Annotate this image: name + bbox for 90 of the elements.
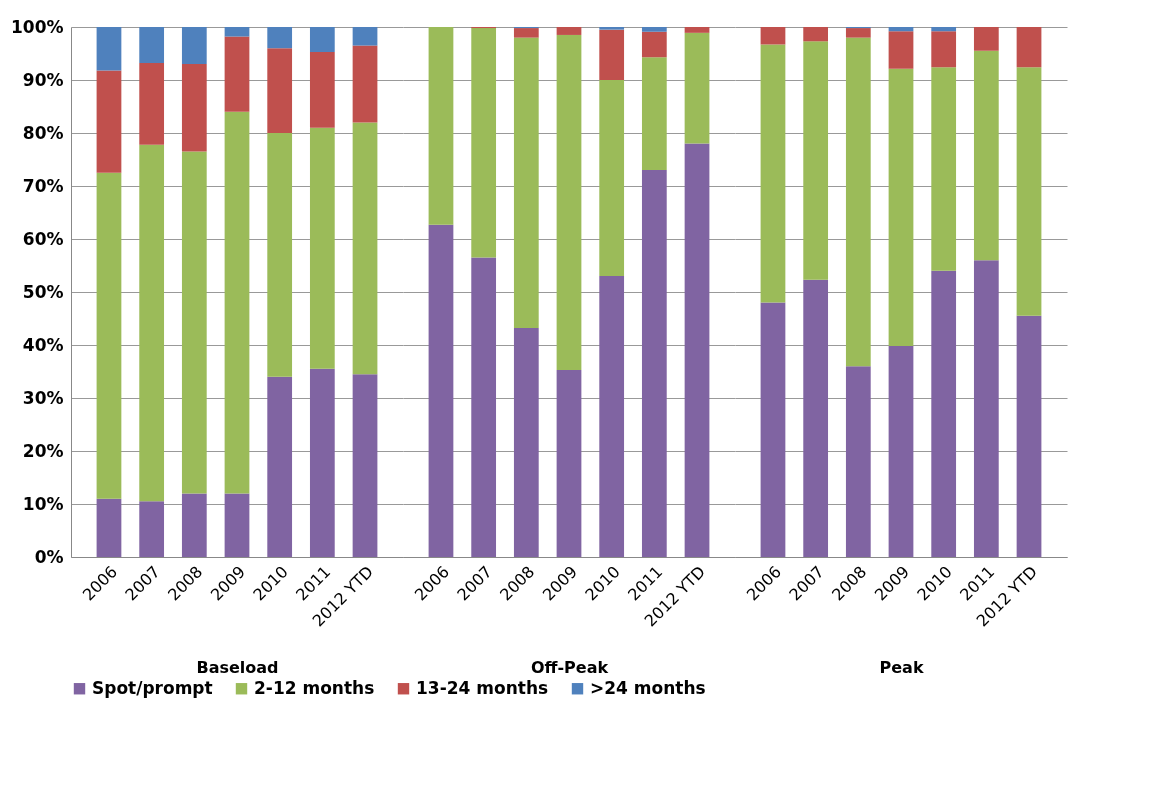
bar — [309, 51, 335, 128]
bar — [513, 37, 539, 329]
bar — [599, 29, 625, 80]
bar — [803, 27, 829, 42]
bar — [96, 172, 122, 499]
bar — [96, 498, 122, 557]
y-tick-label: 30% — [22, 387, 64, 408]
y-tick-label: 10% — [22, 493, 64, 514]
bar — [803, 279, 829, 557]
bar — [224, 36, 250, 112]
bar — [309, 368, 335, 557]
bar — [352, 374, 378, 557]
bar — [471, 28, 497, 258]
bar — [428, 224, 454, 557]
bar — [139, 501, 165, 557]
y-tick-label: 90% — [22, 69, 64, 90]
bar — [352, 45, 378, 123]
bar — [513, 328, 539, 557]
bar — [760, 302, 786, 557]
bar — [931, 270, 957, 557]
bar — [845, 28, 871, 38]
y-tick-label: 80% — [22, 122, 64, 143]
legend-label: Spot/prompt — [92, 677, 213, 698]
bar — [845, 366, 871, 557]
x-axis-title: Baseload — [196, 657, 279, 677]
bar — [684, 27, 710, 33]
y-tick-label: 50% — [22, 281, 64, 302]
y-tick-label: 100% — [10, 16, 64, 37]
bar — [309, 27, 335, 52]
bar — [1016, 67, 1042, 316]
bar — [224, 27, 250, 37]
bar — [599, 276, 625, 557]
y-tick-label: 40% — [22, 334, 64, 355]
bar — [352, 122, 378, 375]
bar — [888, 346, 914, 557]
bar — [181, 64, 207, 152]
bar — [513, 28, 539, 38]
bar — [181, 27, 207, 65]
bar — [181, 151, 207, 494]
bar — [224, 493, 250, 557]
bar — [139, 144, 165, 502]
bar — [309, 127, 335, 369]
bar — [973, 260, 999, 557]
bar — [684, 32, 710, 144]
bar — [845, 37, 871, 367]
bar — [556, 369, 582, 557]
legend-label: >24 months — [590, 677, 706, 698]
bar — [973, 27, 999, 51]
bar — [471, 257, 497, 557]
y-tick-label: 60% — [22, 228, 64, 249]
bar — [760, 27, 786, 45]
bar — [428, 27, 454, 225]
bar — [888, 68, 914, 347]
bar — [352, 27, 378, 46]
bar — [1016, 315, 1042, 557]
bar — [641, 170, 667, 557]
bar — [931, 67, 957, 271]
bar — [803, 41, 829, 280]
bar — [96, 70, 122, 173]
bar — [556, 34, 582, 370]
bar — [1016, 27, 1042, 68]
x-axis-title: Off-Peak — [530, 657, 609, 677]
bar — [684, 143, 710, 557]
bar — [888, 27, 914, 32]
x-axis-title: Peak — [879, 657, 924, 677]
bar — [267, 133, 293, 377]
bar — [267, 48, 293, 133]
bar — [931, 27, 957, 32]
bar — [224, 111, 250, 494]
bar — [760, 44, 786, 303]
bar — [641, 57, 667, 171]
bar — [641, 27, 667, 32]
legend-label: 13-24 months — [416, 677, 549, 698]
bar — [931, 31, 957, 68]
bar — [96, 27, 122, 71]
bar — [267, 27, 293, 49]
bar — [139, 27, 165, 64]
bar — [139, 63, 165, 145]
y-tick-label: 0% — [34, 546, 64, 567]
bar — [888, 31, 914, 69]
bar — [181, 493, 207, 557]
bar — [973, 50, 999, 261]
bar — [599, 80, 625, 277]
bar — [641, 31, 667, 58]
bar — [599, 27, 625, 30]
y-tick-label: 20% — [22, 440, 64, 461]
bar — [267, 376, 293, 557]
bar — [556, 27, 582, 35]
y-tick-label: 70% — [22, 175, 64, 196]
legend-label: 2-12 months — [254, 677, 375, 698]
